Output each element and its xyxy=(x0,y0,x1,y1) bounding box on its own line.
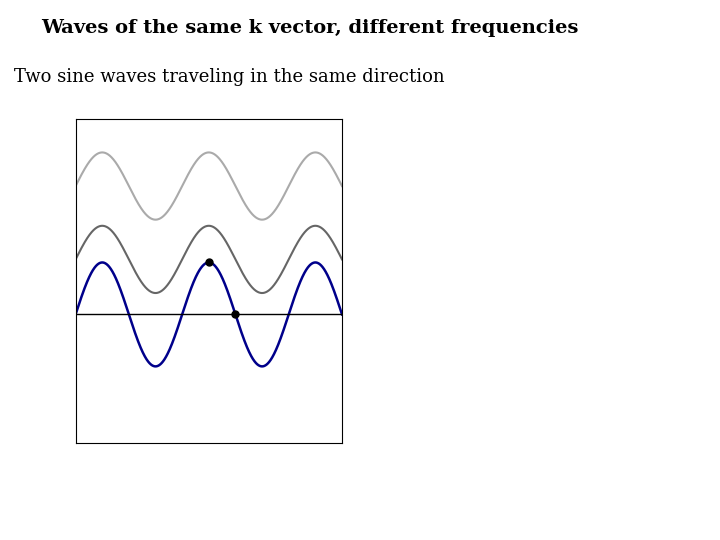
Text: Waves of the same k vector, different frequencies: Waves of the same k vector, different fr… xyxy=(41,19,578,37)
Text: Two sine waves traveling in the same direction: Two sine waves traveling in the same dir… xyxy=(14,68,445,85)
